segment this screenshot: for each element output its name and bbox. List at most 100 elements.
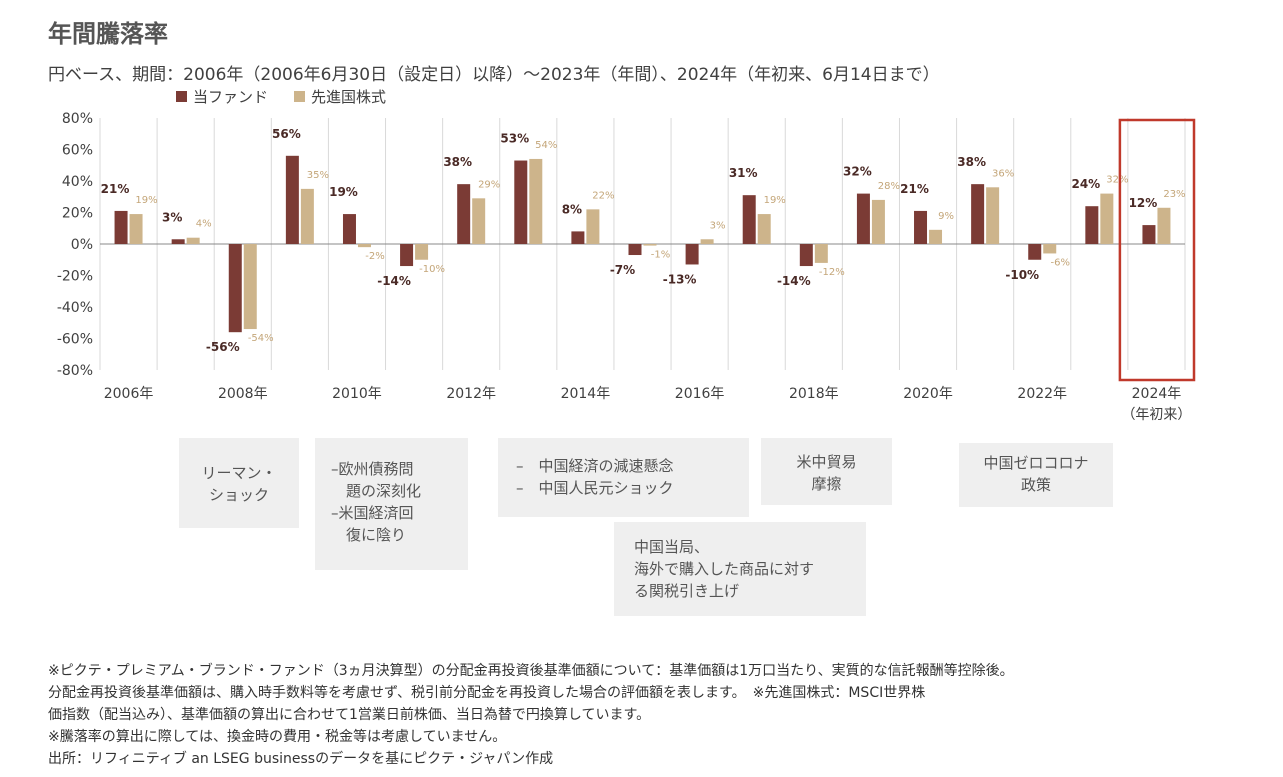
x-tick-label: 2014年 [561, 386, 611, 402]
bar-fund [457, 184, 471, 244]
event-box-zero-covid: 中国ゼロコロナ 政策 [959, 443, 1113, 507]
bar-benchmark [643, 244, 657, 246]
event-line: –米国経済回 [331, 504, 414, 522]
footnote-line: ※ピクテ・プレミアム・ブランド・ファンド（3ヵ月決算型）の分配金再投資後基準価額… [48, 663, 1014, 679]
x-tick-label: 2016年 [675, 386, 725, 402]
data-label-fund: 31% [729, 166, 758, 180]
data-label-benchmark: -10% [419, 264, 445, 275]
data-label-fund: 56% [272, 127, 301, 141]
footnotes: ※ピクテ・プレミアム・ブランド・ファンド（3ヵ月決算型）の分配金再投資後基準価額… [48, 660, 1014, 770]
data-label-fund: 32% [843, 165, 872, 179]
chart-legend: 当ファンド 先進国株式 [176, 86, 386, 107]
bar-fund [799, 244, 813, 267]
event-line: – 中国経済の減速懸念 [516, 457, 674, 475]
data-label-fund: 38% [957, 155, 986, 169]
y-tick-label: 0% [71, 237, 93, 253]
bar-benchmark [243, 244, 257, 330]
event-line: 海外で購入した商品に対す [634, 560, 815, 578]
legend-item-benchmark: 先進国株式 [294, 86, 386, 107]
event-line: ショック [208, 486, 269, 504]
data-label-benchmark: -54% [248, 333, 274, 344]
bar-benchmark [1100, 193, 1114, 244]
annual-return-chart: -80% -60% -40% -20% 0% 20% 40% 60% 80% 21% 19% 3% 4%… [57, 111, 1196, 423]
event-line: –欧州債務問 [331, 460, 414, 478]
data-label-fund: -14% [377, 274, 411, 288]
x-tick-label: 2018年 [789, 386, 839, 402]
event-line: 中国ゼロコロナ [983, 454, 1089, 472]
bar-benchmark [300, 188, 314, 244]
footnote-line: 価指数（配当込み）、基準価額の算出に合わせて1営業日前株価、当日為替で円換算して… [48, 707, 651, 723]
x-tick-label: 2020年 [903, 386, 953, 402]
bar-fund [742, 195, 756, 244]
bar-benchmark [357, 244, 371, 248]
x-tick-label: 2012年 [446, 386, 496, 402]
highlight-box-2024 [1118, 118, 1196, 382]
y-tick-label: -80% [57, 363, 93, 379]
footnote-line: ※騰落率の算出に際しては、換金時の費用・税金等は考慮していません。 [48, 729, 507, 745]
chart-subtitle: 円ベース、期間：2006年（2006年6月30日（設定日）以降）～2023年（年… [48, 65, 940, 85]
data-label-benchmark: -2% [365, 251, 384, 262]
data-label-benchmark: 28% [878, 181, 900, 192]
event-box-lehman: リーマン・ ショック [179, 438, 299, 528]
bar-benchmark [814, 244, 828, 263]
data-label-fund: -13% [663, 272, 697, 286]
bar-benchmark [871, 199, 885, 244]
event-line: る関税引き上げ [634, 582, 740, 600]
bar-benchmark [757, 214, 771, 244]
event-box-euro-debt: –欧州債務問 題の深刻化 –米国経済回 復に陰り [315, 438, 468, 570]
x-tick-label: 2008年 [218, 386, 268, 402]
y-tick-label: -40% [57, 300, 93, 316]
data-label-fund: -10% [1005, 268, 1039, 282]
event-line: 中国当局、 [634, 538, 710, 556]
data-label-fund: 3% [162, 210, 182, 224]
bar-fund [1142, 225, 1156, 244]
y-tick-label: 40% [62, 174, 93, 190]
event-line: 復に陰り [331, 526, 407, 544]
y-tick-label: -60% [57, 332, 93, 348]
bar-fund [685, 244, 699, 265]
data-label-benchmark: 36% [992, 168, 1014, 179]
legend-swatch-benchmark [294, 91, 306, 102]
bar-benchmark [1043, 244, 1057, 254]
footnote-line: 分配金再投資後基準価額は、購入時手数料等を考慮せず、税引前分配金を再投資した場合… [48, 685, 926, 701]
data-label-benchmark: 4% [196, 219, 212, 230]
data-label-benchmark: 32% [1106, 175, 1128, 186]
data-label-fund: 8% [562, 202, 582, 216]
x-tick-label: 2022年 [1017, 386, 1067, 402]
data-label-benchmark: -12% [819, 267, 845, 278]
data-label-benchmark: -1% [651, 250, 670, 261]
legend-label-fund: 当ファンド [193, 88, 269, 106]
bar-benchmark [586, 209, 600, 244]
bar-benchmark [929, 229, 943, 244]
event-line: – 中国人民元ショック [516, 479, 674, 497]
bar-benchmark [415, 244, 429, 260]
x-tick-label: 2006年 [104, 386, 154, 402]
bar-fund [1085, 206, 1099, 244]
data-label-fund: -14% [777, 274, 811, 288]
bar-fund [228, 244, 242, 333]
data-label-fund: 19% [329, 185, 358, 199]
event-box-china-tariff: 中国当局、 海外で購入した商品に対す る関税引き上げ [614, 522, 866, 616]
x-tick-label: 2010年 [332, 386, 382, 402]
bar-benchmark [129, 214, 143, 244]
bar-benchmark [700, 239, 714, 244]
bar-fund [400, 244, 414, 267]
data-label-fund: 12% [1129, 196, 1158, 210]
data-label-benchmark: 54% [535, 140, 557, 151]
x-tick-sublabel: （年初来） [1121, 406, 1191, 423]
data-label-benchmark: 3% [710, 220, 726, 231]
bar-fund [342, 214, 356, 244]
data-label-benchmark: 19% [135, 195, 157, 206]
bar-benchmark [986, 187, 1000, 244]
legend-label-benchmark: 先進国株式 [311, 88, 387, 106]
event-box-china-slowdown: – 中国経済の減速懸念 – 中国人民元ショック [498, 438, 749, 517]
data-label-fund: -7% [610, 263, 635, 277]
data-label-benchmark: 22% [592, 190, 614, 201]
data-label-benchmark: 19% [764, 195, 786, 206]
bar-fund [971, 184, 985, 244]
data-label-fund: 21% [101, 182, 130, 196]
y-tick-label: 20% [62, 206, 93, 222]
bar-benchmark [186, 237, 200, 244]
event-line: 政策 [1020, 476, 1051, 494]
x-tick-label: 2024年 [1132, 386, 1182, 402]
